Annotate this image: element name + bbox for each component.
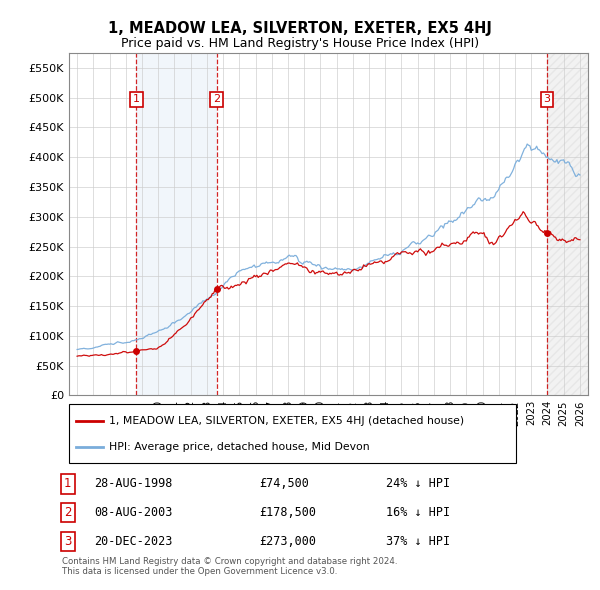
Text: 24% ↓ HPI: 24% ↓ HPI <box>386 477 451 490</box>
Text: 1, MEADOW LEA, SILVERTON, EXETER, EX5 4HJ: 1, MEADOW LEA, SILVERTON, EXETER, EX5 4H… <box>108 21 492 35</box>
Text: 1: 1 <box>133 94 140 104</box>
Text: 3: 3 <box>64 535 71 548</box>
Text: 3: 3 <box>544 94 550 104</box>
Text: 2: 2 <box>64 506 71 519</box>
Text: £178,500: £178,500 <box>259 506 316 519</box>
Text: 1: 1 <box>64 477 71 490</box>
Text: Price paid vs. HM Land Registry's House Price Index (HPI): Price paid vs. HM Land Registry's House … <box>121 37 479 50</box>
Text: 20-DEC-2023: 20-DEC-2023 <box>94 535 173 548</box>
Bar <box>547 53 588 395</box>
Text: 16% ↓ HPI: 16% ↓ HPI <box>386 506 451 519</box>
Text: 37% ↓ HPI: 37% ↓ HPI <box>386 535 451 548</box>
Text: 2: 2 <box>213 94 220 104</box>
Text: £74,500: £74,500 <box>259 477 308 490</box>
FancyBboxPatch shape <box>69 404 516 463</box>
Bar <box>136 53 217 395</box>
Text: 28-AUG-1998: 28-AUG-1998 <box>94 477 173 490</box>
Text: 1, MEADOW LEA, SILVERTON, EXETER, EX5 4HJ (detached house): 1, MEADOW LEA, SILVERTON, EXETER, EX5 4H… <box>109 416 464 425</box>
Text: 08-AUG-2003: 08-AUG-2003 <box>94 506 173 519</box>
Text: £273,000: £273,000 <box>259 535 316 548</box>
Text: Contains HM Land Registry data © Crown copyright and database right 2024.
This d: Contains HM Land Registry data © Crown c… <box>62 557 398 576</box>
Text: HPI: Average price, detached house, Mid Devon: HPI: Average price, detached house, Mid … <box>109 442 370 451</box>
